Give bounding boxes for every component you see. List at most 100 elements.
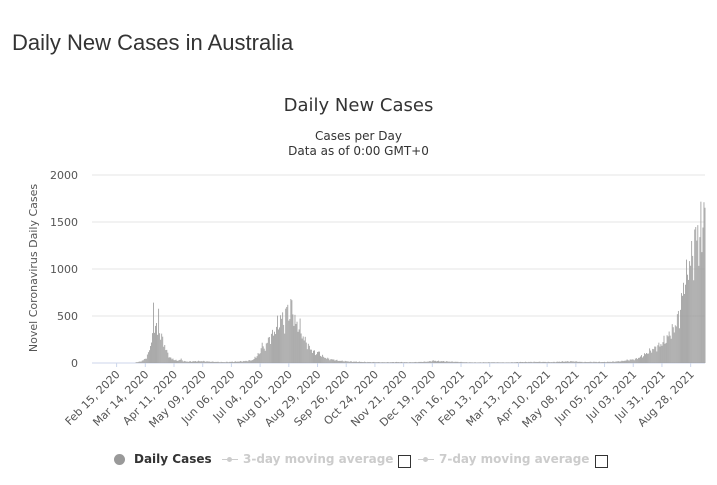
chart-legend: Daily Cases 3-day moving average 7-day m… xyxy=(0,450,717,470)
bar xyxy=(366,362,368,363)
bar xyxy=(617,361,619,363)
bar xyxy=(702,227,704,363)
bar xyxy=(584,361,586,363)
bar xyxy=(671,324,673,363)
legend-marker-7-day-average xyxy=(418,454,434,465)
bar xyxy=(625,360,627,363)
bar xyxy=(340,360,342,363)
bar xyxy=(417,362,419,363)
bar xyxy=(636,359,638,363)
bar xyxy=(665,342,667,363)
bar xyxy=(663,335,665,363)
bar xyxy=(356,361,357,363)
legend-item-daily-cases[interactable]: Daily Cases xyxy=(114,452,212,466)
bar xyxy=(318,351,319,363)
bar xyxy=(268,336,270,363)
bar xyxy=(555,361,557,363)
bar xyxy=(281,318,283,363)
bar xyxy=(404,362,406,363)
bar xyxy=(432,360,434,363)
bar xyxy=(252,359,254,363)
bar xyxy=(391,362,393,363)
bar xyxy=(416,362,418,363)
bar xyxy=(342,361,344,363)
bar xyxy=(581,361,583,363)
bar xyxy=(661,345,663,363)
bar xyxy=(415,361,417,363)
bar xyxy=(508,362,510,363)
bar xyxy=(237,361,238,363)
bar xyxy=(648,353,650,363)
bar xyxy=(243,360,245,363)
bar xyxy=(544,361,546,363)
bar xyxy=(282,312,284,363)
bar xyxy=(405,362,407,363)
toggle-3-day-average-checkbox[interactable] xyxy=(398,455,411,468)
bar xyxy=(497,362,499,363)
bar xyxy=(454,361,456,363)
bar xyxy=(398,362,399,363)
bar xyxy=(640,356,641,363)
bar xyxy=(608,361,610,363)
bar xyxy=(430,361,432,363)
bar xyxy=(450,361,452,363)
bar xyxy=(601,362,602,363)
bar xyxy=(388,362,390,363)
bar xyxy=(468,362,470,363)
bar xyxy=(165,350,167,363)
bar xyxy=(182,361,184,363)
bar xyxy=(524,362,525,363)
bar xyxy=(509,362,511,363)
bar xyxy=(414,362,416,363)
bar xyxy=(441,361,442,363)
bar xyxy=(687,274,688,363)
bar xyxy=(392,362,394,363)
bar xyxy=(517,362,518,363)
bar xyxy=(503,362,505,363)
bar xyxy=(145,358,147,363)
bar xyxy=(494,362,496,363)
bar xyxy=(225,361,227,363)
bar xyxy=(421,362,423,363)
bar xyxy=(162,336,164,363)
bar xyxy=(442,361,443,363)
bar xyxy=(431,360,433,363)
bar xyxy=(236,361,237,363)
bar xyxy=(499,362,501,363)
bar xyxy=(148,350,150,363)
bar xyxy=(546,362,548,363)
bar xyxy=(326,358,328,363)
bar xyxy=(154,332,155,363)
bar xyxy=(212,361,214,363)
bar xyxy=(628,360,630,363)
bar xyxy=(172,358,174,363)
bar xyxy=(459,362,461,363)
bar xyxy=(213,361,215,363)
bar xyxy=(595,361,597,363)
bar xyxy=(656,351,658,363)
bar xyxy=(203,360,205,363)
bar xyxy=(448,361,450,363)
bar xyxy=(698,265,700,363)
bar xyxy=(478,362,479,363)
bar xyxy=(592,361,594,363)
bar xyxy=(339,360,341,363)
bar xyxy=(461,362,463,363)
bar xyxy=(434,360,436,363)
bar xyxy=(548,361,550,363)
bar xyxy=(381,362,383,363)
bar xyxy=(242,361,244,363)
legend-item-7-day-average[interactable]: 7-day moving average xyxy=(418,452,589,466)
bar xyxy=(364,361,366,363)
bar xyxy=(502,362,504,363)
bar xyxy=(206,361,208,363)
bar xyxy=(358,361,359,363)
bar xyxy=(566,361,568,363)
bar xyxy=(642,357,643,363)
bar xyxy=(328,358,330,363)
bar xyxy=(467,362,469,363)
bar xyxy=(501,362,503,363)
toggle-7-day-average-checkbox[interactable] xyxy=(595,455,608,468)
legend-item-3-day-average[interactable]: 3-day moving average xyxy=(222,452,393,466)
bar xyxy=(575,361,577,363)
